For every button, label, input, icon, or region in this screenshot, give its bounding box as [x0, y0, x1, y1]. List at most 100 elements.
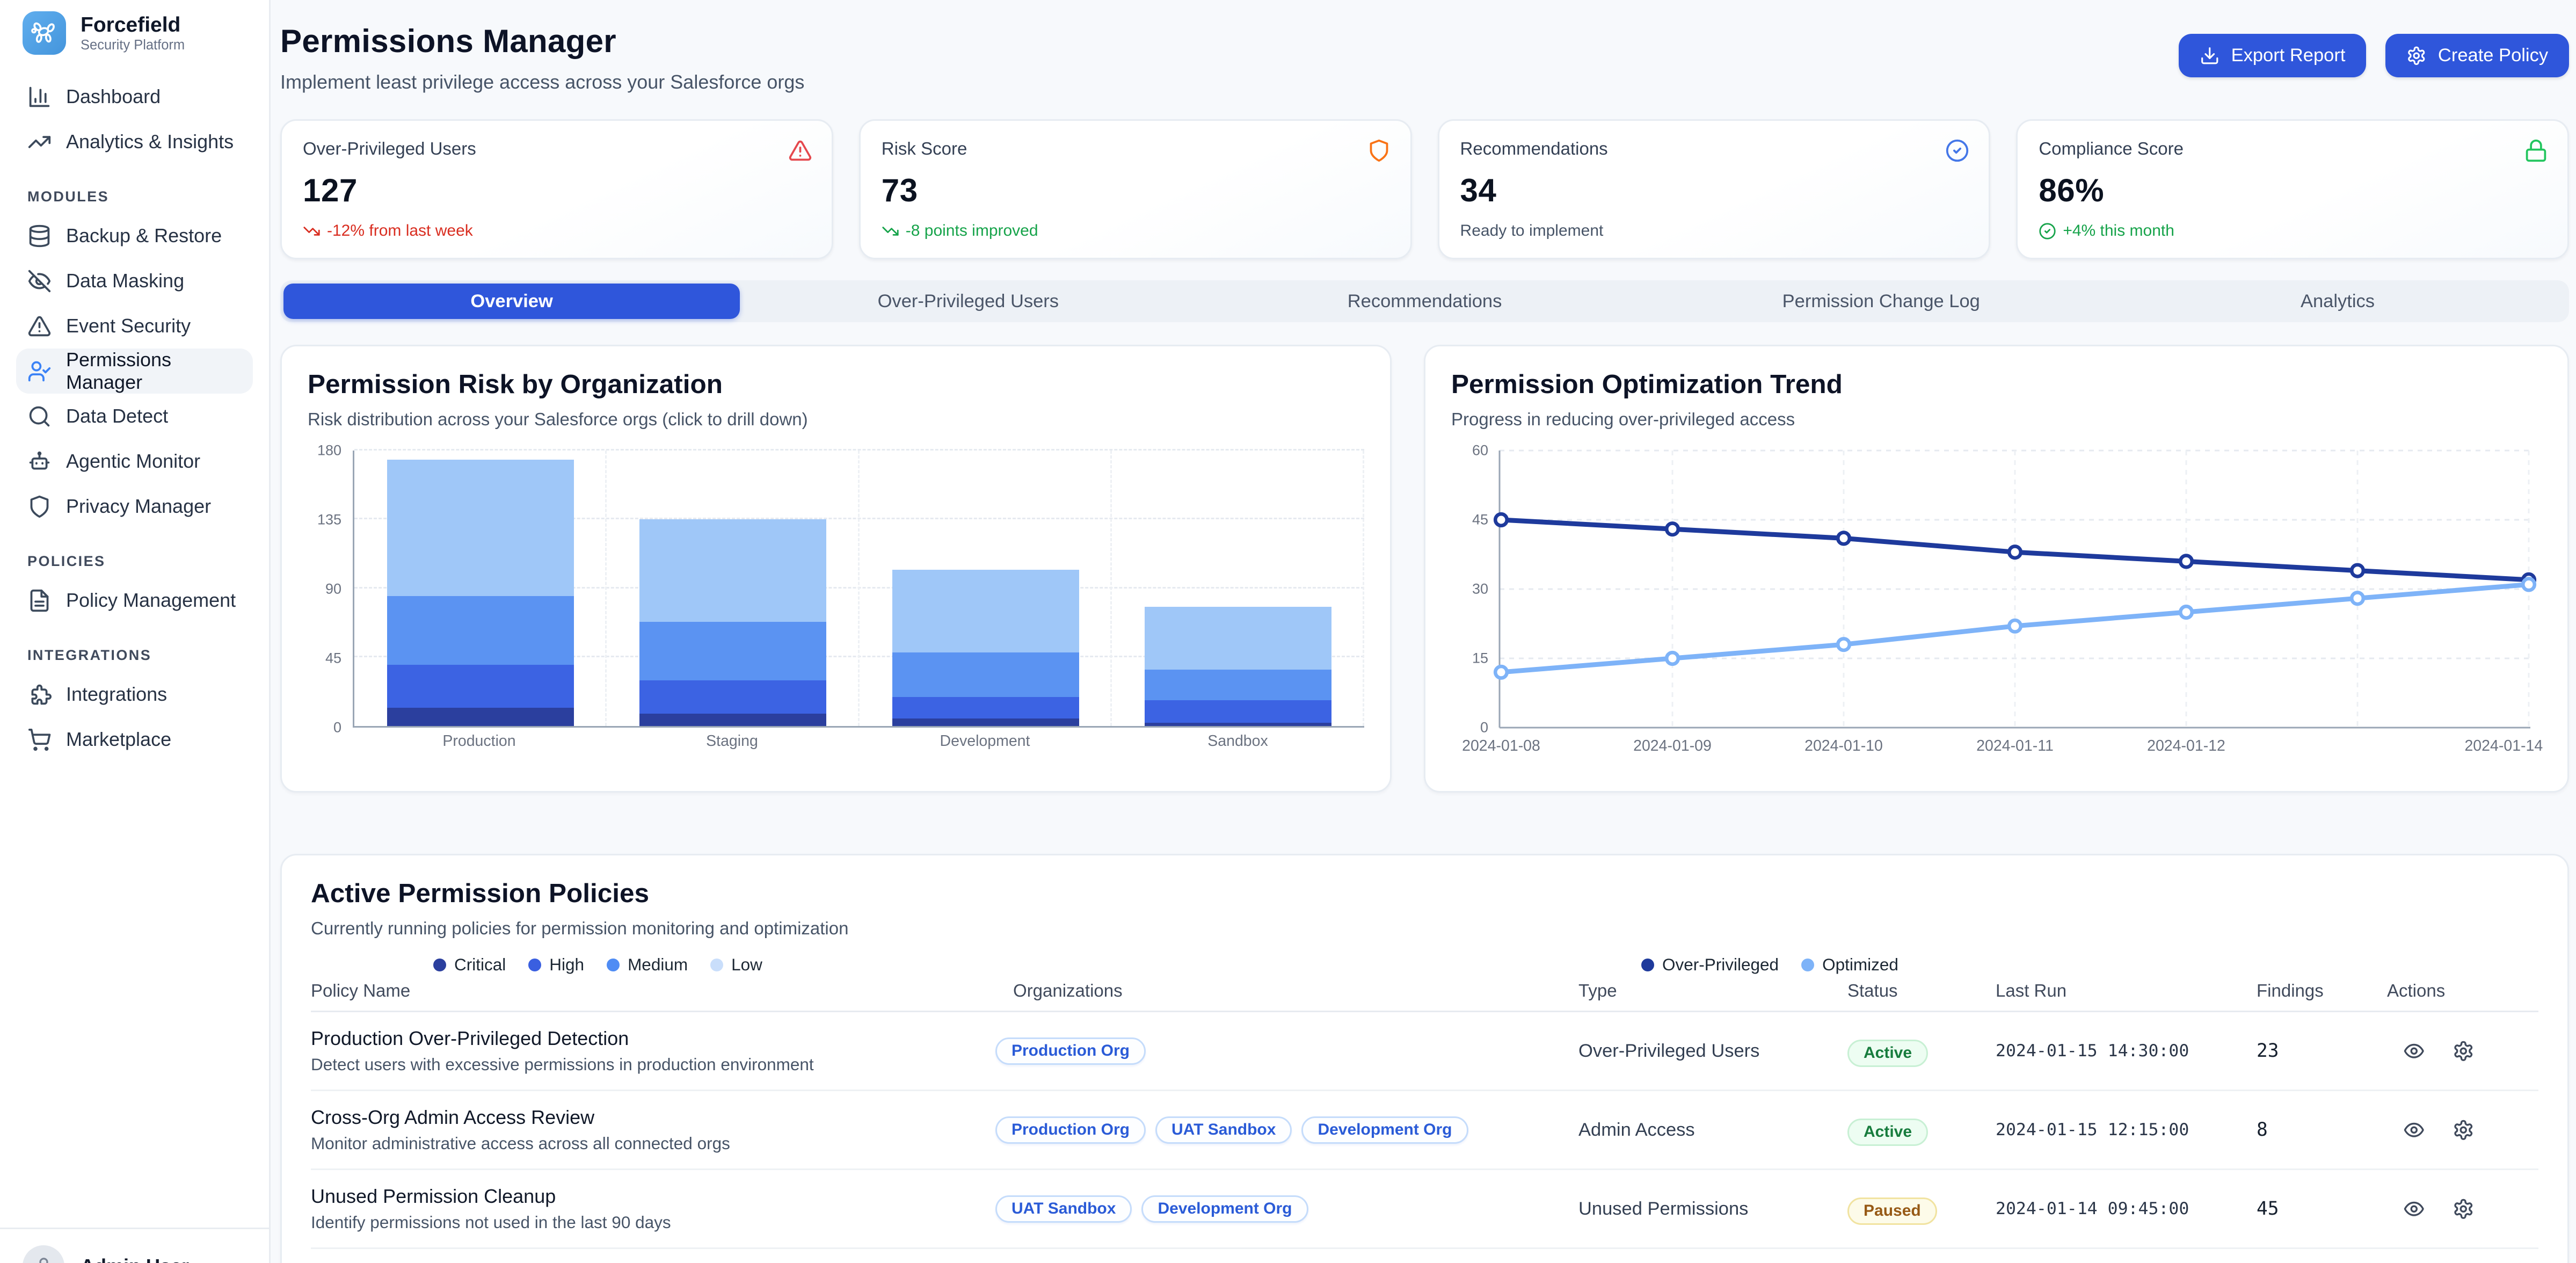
bar-segment-critical [387, 707, 574, 726]
org-chip-production-org[interactable]: Production Org [995, 1037, 1146, 1065]
bar-slot-staging [607, 451, 859, 726]
user-name: Admin User [81, 1255, 189, 1263]
tab-recommendations[interactable]: Recommendations [1347, 291, 1502, 311]
line-chart-subtitle: Progress in reducing over-privileged acc… [1451, 409, 1795, 429]
legend-high: High [528, 955, 584, 975]
sidebar-section-policies: POLICIES [27, 553, 106, 569]
bar-production[interactable] [387, 451, 574, 726]
policy-settings-button[interactable] [2453, 1119, 2475, 1141]
bar-chart-permission-risk[interactable]: 0 45 90 135 180 Production Staging Development S… [308, 442, 1364, 750]
org-chip-uat-sandbox[interactable]: UAT Sandbox [1155, 1116, 1292, 1144]
tab-permission-change-log[interactable]: Permission Change Log [1782, 291, 1980, 311]
legend-group-1: Over-Privileged Optimized [1641, 955, 1898, 975]
tab-analytics[interactable]: Analytics [2300, 291, 2375, 311]
policy-row[interactable]: Unused Permission Cleanup Identify permis… [311, 1170, 2539, 1249]
status-badge: Active [1847, 1118, 1929, 1146]
org-chip-development-org[interactable]: Development Org [1141, 1195, 1308, 1223]
sidebar-item-backup-restore[interactable]: Backup & Restore [16, 213, 253, 258]
table-header: Policy Name Organizations Type Status Last R… [311, 976, 2539, 1012]
bar-slot-development [860, 451, 1112, 726]
view-policy-button[interactable] [2403, 1040, 2425, 1062]
alert-triangle-icon [27, 314, 52, 338]
sidebar-user[interactable]: Admin User [0, 1228, 269, 1263]
sidebar-item-analytics-insights[interactable]: Analytics & Insights [16, 119, 253, 164]
bar-chart-icon [27, 85, 52, 109]
page-title: Permissions Manager [280, 23, 616, 59]
view-policy-button[interactable] [2403, 1198, 2425, 1220]
bar-staging[interactable] [639, 451, 827, 726]
policy-description: Identify permissions not used in the las… [311, 1213, 671, 1232]
bar-sandbox[interactable] [1144, 451, 1331, 726]
lock-icon [2524, 139, 2548, 163]
policies-subtitle: Currently running policies for permissio… [311, 918, 849, 938]
create-policy-button[interactable]: Create Policy [2385, 34, 2570, 77]
point-optimized [1836, 637, 1852, 652]
avatar [23, 1245, 64, 1263]
policy-settings-button[interactable] [2453, 1198, 2475, 1220]
puzzle-icon [27, 683, 52, 707]
sidebar-item-permissions-manager[interactable]: Permissions Manager [16, 349, 253, 394]
export-report-button[interactable]: Export Report [2179, 34, 2367, 77]
org-chip-development-org[interactable]: Development Org [1301, 1116, 1468, 1144]
trending-up-icon [27, 130, 52, 154]
circle-check-icon [1945, 139, 1969, 163]
bar-segment-low [1144, 606, 1331, 670]
brand-name: Forcefield [81, 13, 181, 37]
sidebar-item-data-detect[interactable]: Data Detect [16, 394, 253, 439]
stat-trend: -8 points improved [882, 222, 1389, 240]
download-icon [2200, 46, 2220, 66]
tab-over-privileged-users[interactable]: Over-Privileged Users [877, 291, 1059, 311]
bar-development[interactable] [892, 451, 1079, 726]
sidebar-item-integrations[interactable]: Integrations [16, 672, 253, 717]
stat-card-recommendations: Recommendations 34 Ready to implement [1437, 119, 1991, 259]
policy-row[interactable]: Production Over-Privileged Detection Dete… [311, 1012, 2539, 1091]
trending-down-icon [882, 222, 899, 240]
sidebar-item-policy-management[interactable]: Policy Management [16, 578, 253, 623]
stat-trend: -12% from last week [303, 222, 811, 240]
eye-off-icon [27, 269, 52, 293]
sidebar-item-event-security[interactable]: Event Security [16, 303, 253, 349]
bar-segment-medium [1144, 669, 1331, 700]
line-chart-title: Permission Optimization Trend [1451, 369, 1843, 399]
sidebar-item-privacy-manager[interactable]: Privacy Manager [16, 484, 253, 529]
main-content: Permissions Manager Implement least priv… [271, 0, 2576, 1263]
bar-chart-title: Permission Risk by Organization [308, 369, 723, 399]
point-optimized [2349, 591, 2366, 606]
org-chip-uat-sandbox[interactable]: UAT Sandbox [995, 1195, 1132, 1223]
page-header: Permissions Manager Implement least priv… [280, 0, 2570, 119]
policy-type: Admin Access [1578, 1119, 1695, 1140]
last-run: 2024-01-15 14:30:00 [1996, 1041, 2189, 1061]
bar-segment-high [387, 665, 574, 708]
column-header-findings: Findings [2257, 981, 2324, 1000]
findings-count: 23 [2257, 1040, 2279, 1062]
optimization-trend-card: Permission Optimization Trend Progress i… [1424, 345, 2570, 793]
bar-segment-medium [639, 622, 827, 680]
point-over-privileged [1664, 521, 1680, 537]
point-optimized [1493, 664, 1509, 680]
column-header-actions: Actions [2387, 981, 2446, 1000]
settings-icon [2406, 46, 2427, 66]
view-policy-button[interactable] [2403, 1119, 2425, 1141]
brand-tagline: Security Platform [81, 38, 185, 53]
bar-segment-low [892, 570, 1079, 653]
policy-settings-button[interactable] [2453, 1040, 2475, 1062]
bot-icon [27, 449, 52, 474]
org-chip-production-org[interactable]: Production Org [995, 1116, 1146, 1144]
sidebar-item-dashboard[interactable]: Dashboard [16, 74, 253, 119]
point-over-privileged [2178, 554, 2194, 569]
brand: Forcefield Security Platform [0, 0, 269, 55]
legend-critical: Critical [433, 955, 506, 975]
sidebar-item-agentic-monitor[interactable]: Agentic Monitor [16, 439, 253, 484]
policy-row[interactable]: Cross-Org Admin Access Review Monitor adm… [311, 1091, 2539, 1170]
sidebar-item-marketplace[interactable]: Marketplace [16, 717, 253, 762]
stat-trend: Ready to implement [1460, 222, 1604, 239]
point-optimized [1664, 650, 1680, 666]
column-header-type: Type [1578, 981, 1617, 1000]
status-badge: Active [1847, 1039, 1929, 1067]
sidebar-item-data-masking[interactable]: Data Masking [16, 258, 253, 303]
policy-description: Detect users with excessive permissions … [311, 1055, 814, 1074]
tab-overview[interactable]: Overview [283, 284, 740, 319]
user-icon [33, 1256, 54, 1263]
bar-segment-low [639, 519, 827, 622]
column-header-organizations: Organizations [1013, 981, 1123, 1000]
